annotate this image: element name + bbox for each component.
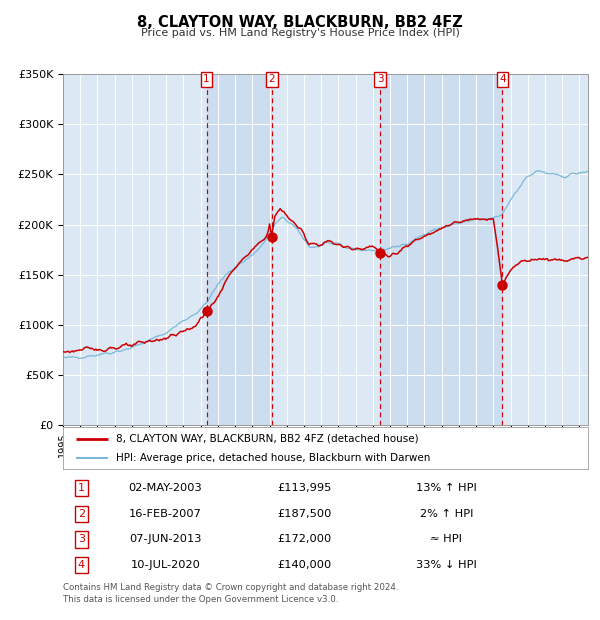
- Text: 2% ↑ HPI: 2% ↑ HPI: [419, 509, 473, 519]
- Text: 07-JUN-2013: 07-JUN-2013: [129, 534, 202, 544]
- Text: £187,500: £187,500: [277, 509, 332, 519]
- Text: ≈ HPI: ≈ HPI: [430, 534, 462, 544]
- Text: 3: 3: [78, 534, 85, 544]
- Text: 3: 3: [377, 74, 384, 84]
- Text: £113,995: £113,995: [277, 483, 332, 493]
- Text: Contains HM Land Registry data © Crown copyright and database right 2024.: Contains HM Land Registry data © Crown c…: [63, 583, 398, 592]
- Text: 02-MAY-2003: 02-MAY-2003: [128, 483, 202, 493]
- Text: 33% ↓ HPI: 33% ↓ HPI: [416, 560, 476, 570]
- Text: 4: 4: [499, 74, 506, 84]
- Text: Price paid vs. HM Land Registry's House Price Index (HPI): Price paid vs. HM Land Registry's House …: [140, 28, 460, 38]
- Text: £172,000: £172,000: [277, 534, 332, 544]
- Text: 1: 1: [203, 74, 210, 84]
- Bar: [380, 74, 502, 425]
- Text: £140,000: £140,000: [277, 560, 332, 570]
- Text: 16-FEB-2007: 16-FEB-2007: [129, 509, 202, 519]
- Text: HPI: Average price, detached house, Blackburn with Darwen: HPI: Average price, detached house, Blac…: [115, 453, 430, 463]
- Text: 13% ↑ HPI: 13% ↑ HPI: [416, 483, 476, 493]
- Text: 2: 2: [78, 509, 85, 519]
- Text: 1: 1: [78, 483, 85, 493]
- Text: 8, CLAYTON WAY, BLACKBURN, BB2 4FZ: 8, CLAYTON WAY, BLACKBURN, BB2 4FZ: [137, 15, 463, 30]
- Bar: [206, 74, 272, 425]
- Text: 10-JUL-2020: 10-JUL-2020: [130, 560, 200, 570]
- Text: 2: 2: [268, 74, 275, 84]
- Text: This data is licensed under the Open Government Licence v3.0.: This data is licensed under the Open Gov…: [63, 595, 338, 604]
- Text: 4: 4: [78, 560, 85, 570]
- Text: 8, CLAYTON WAY, BLACKBURN, BB2 4FZ (detached house): 8, CLAYTON WAY, BLACKBURN, BB2 4FZ (deta…: [115, 433, 418, 443]
